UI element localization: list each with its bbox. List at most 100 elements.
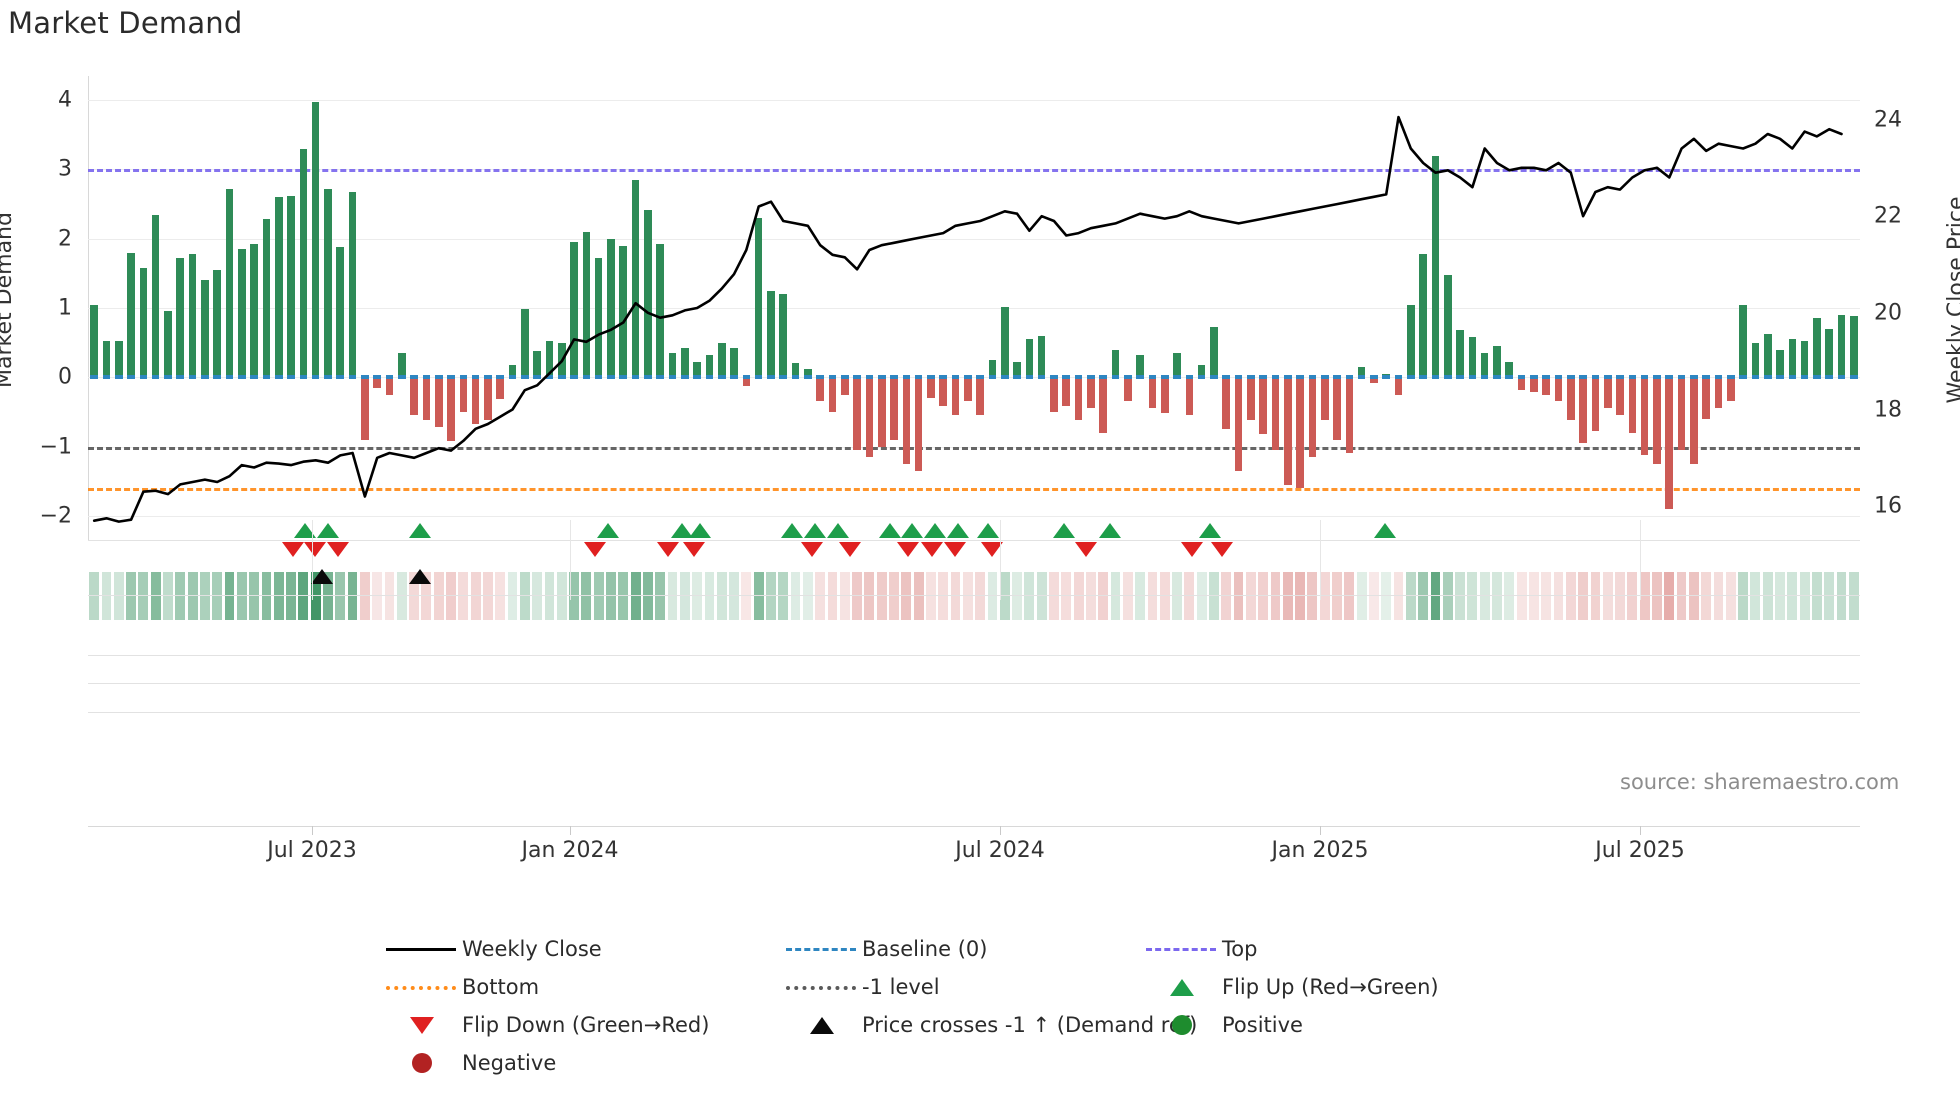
bar [484,377,492,421]
baseline-stub [951,375,960,380]
bar [976,377,984,416]
bar [1443,274,1452,378]
legend-item-bottom[interactable]: Bottom [380,968,539,1006]
baseline-stub [1468,375,1477,380]
bar [1333,377,1341,440]
bar [1431,155,1440,378]
heat-cell [1159,572,1170,620]
heat-cell [310,572,321,620]
legend-item-price-cross[interactable]: Price crosses -1 ↑ (Demand ref) [780,1006,1197,1044]
baseline-stub [521,375,529,380]
heat-cell [323,572,333,620]
baseline-stub [336,375,345,380]
bar [361,377,369,440]
x-tick-mark [1000,826,1001,835]
bar [533,350,541,378]
bar [840,377,849,395]
bar [1726,377,1735,402]
heat-cell [1553,572,1564,620]
heat-cell [1541,572,1552,620]
legend-line-icon [380,930,462,968]
heat-cell [1012,572,1022,620]
baseline-stub [791,375,800,380]
baseline-stub [1345,375,1354,380]
heat-cell [630,572,641,620]
legend-item-positive[interactable]: Positive [1140,1006,1303,1044]
bar [250,244,258,378]
heat-cell [1184,572,1195,620]
heat-cell [852,572,863,620]
baseline-stub [373,375,381,380]
baseline-stub [681,375,689,380]
heat-cell [372,572,383,620]
heat-cell [1442,572,1453,620]
heat-cell [1467,572,1478,620]
legend-item-flip-down[interactable]: Flip Down (Green→Red) [380,1006,709,1044]
heat-cell [519,572,530,620]
bar [1210,327,1218,378]
heat-cell [1221,572,1232,620]
chart-legend: Weekly Close Baseline (0) Top Bottom -1 leve… [380,930,1610,1082]
bar [791,363,800,378]
baseline-stub [1542,375,1551,380]
bar [877,377,886,447]
legend-glyph-shape [412,1053,432,1073]
heat-cell [335,572,346,620]
bar [1579,377,1587,444]
flip-down-marker [897,542,919,557]
heat-cell [569,572,579,620]
heat-cell [1479,572,1490,620]
legend-item-negative[interactable]: Negative [380,1044,556,1082]
gridline [88,100,1860,102]
legend-item-minus-one-level[interactable]: -1 level [780,968,940,1006]
heat-cell [1319,572,1330,620]
bar [890,377,898,440]
baseline-stub [508,375,517,380]
bar [1197,364,1206,378]
baseline-stub [1837,375,1846,380]
flip-down-marker [282,542,304,557]
baseline-stub [201,375,209,380]
bar [1148,377,1157,409]
bar [127,252,135,378]
baseline-stub [656,375,665,380]
legend-item-weekly-close[interactable]: Weekly Close [380,930,602,968]
bar [434,377,443,428]
baseline-stub [1013,375,1021,380]
baseline-stub [1296,375,1304,380]
heat-cell [556,572,567,620]
legend-item-top[interactable]: Top [1140,930,1257,968]
flip-down-marker [584,542,606,557]
bar [324,188,332,378]
bar [1628,377,1637,433]
legend-item-label: Top [1222,937,1258,961]
bar [582,231,591,378]
bar [1739,304,1747,378]
baseline-stub [1407,375,1415,380]
baseline-stub [1517,375,1526,380]
baseline-stub [151,375,160,380]
legend-item-label: Flip Up (Red→Green) [1222,975,1439,999]
baseline-stub [1185,375,1194,380]
legend-item-flip-up[interactable]: Flip Up (Red→Green) [1140,968,1439,1006]
bar [262,219,271,378]
y-tick-right: 16 [1874,493,1902,519]
flip-down-marker [1211,542,1233,557]
x-tick-mark [570,826,571,835]
baseline-stub [324,375,332,380]
bar [1000,306,1009,378]
bar [1185,377,1194,416]
baseline-stub [1813,375,1821,380]
baseline-stub [557,375,566,380]
bar [1099,377,1108,433]
heat-cell [1652,572,1662,620]
heat-cell [1061,572,1072,620]
baseline-stub [840,375,849,380]
heat-cell [458,572,469,620]
baseline-stub [1567,375,1575,380]
flip-up-marker [1199,523,1221,538]
heat-cell [729,572,739,620]
heat-cell [1282,572,1293,620]
legend-item-baseline-0[interactable]: Baseline (0) [780,930,987,968]
heat-cell [593,572,604,620]
